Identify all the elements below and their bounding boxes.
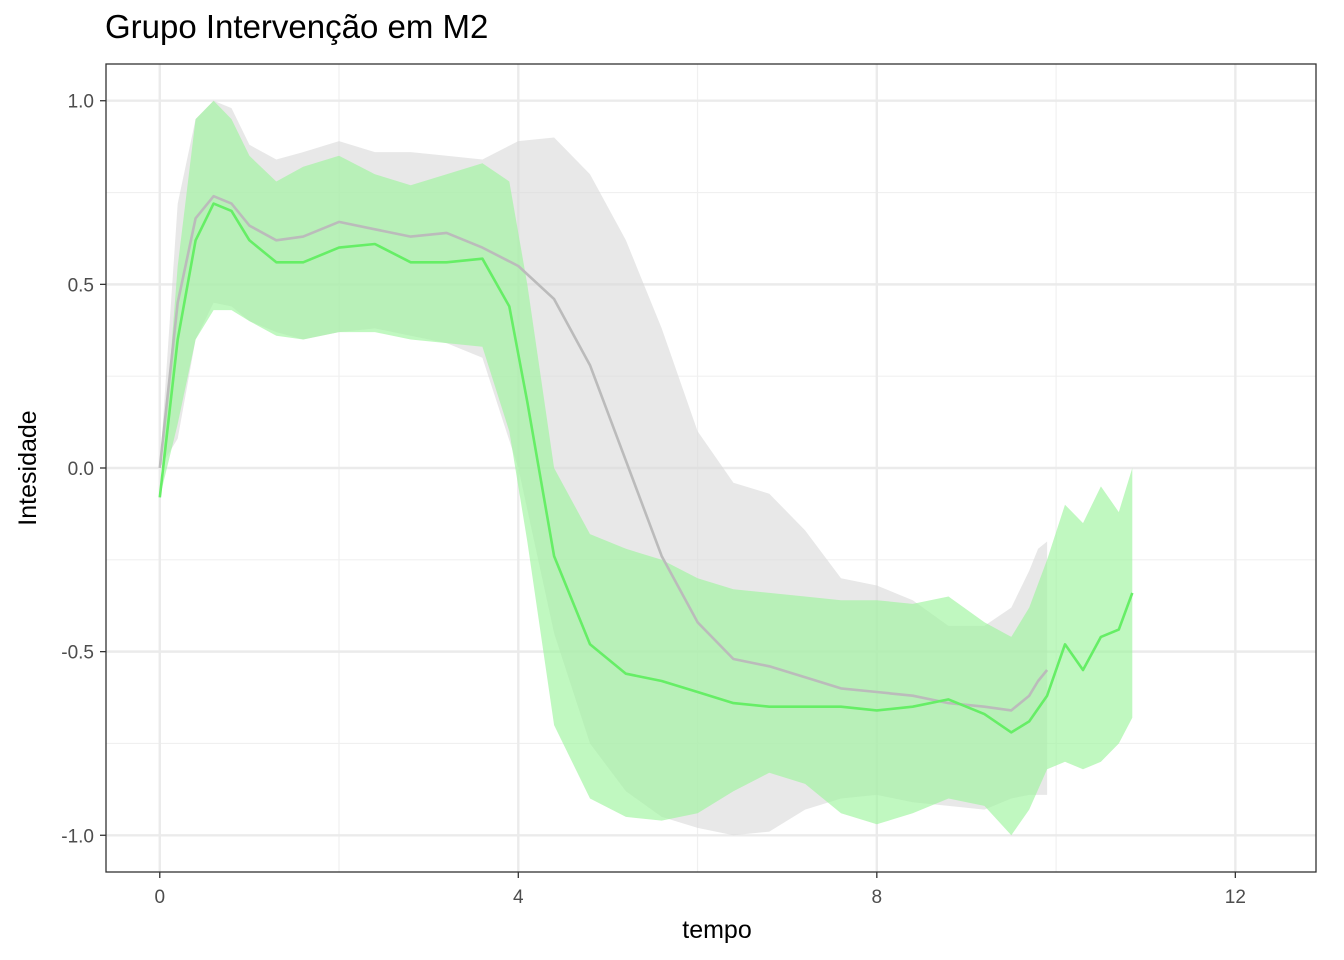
x-tick-label: 12 (1225, 887, 1246, 908)
series-line-2 (158, 202, 1134, 734)
x-tick-label: 4 (513, 887, 524, 908)
y-tick-label: 0.0 (68, 459, 94, 480)
y-tick-label: -1.0 (61, 826, 94, 847)
y-tick-label: 0.5 (68, 275, 94, 296)
x-tick-label: 0 (154, 887, 165, 908)
series-line-1 (158, 194, 1049, 712)
mean-lines (158, 194, 1134, 734)
chart-title: Grupo Intervenção em M2 (105, 8, 489, 45)
y-axis-title: Intesidade (14, 410, 42, 525)
confidence-bands (159, 100, 1133, 836)
x-tick-label: 8 (872, 887, 883, 908)
y-tick-label: 1.0 (68, 92, 94, 113)
axis-ticks: 0 4 8 12 1.0 0.5 0.0 -0.5 -1.0 (61, 92, 1246, 908)
y-tick-label: -0.5 (61, 643, 94, 664)
confidence-band-2 (159, 100, 1133, 836)
x-axis-title: tempo (682, 916, 751, 944)
